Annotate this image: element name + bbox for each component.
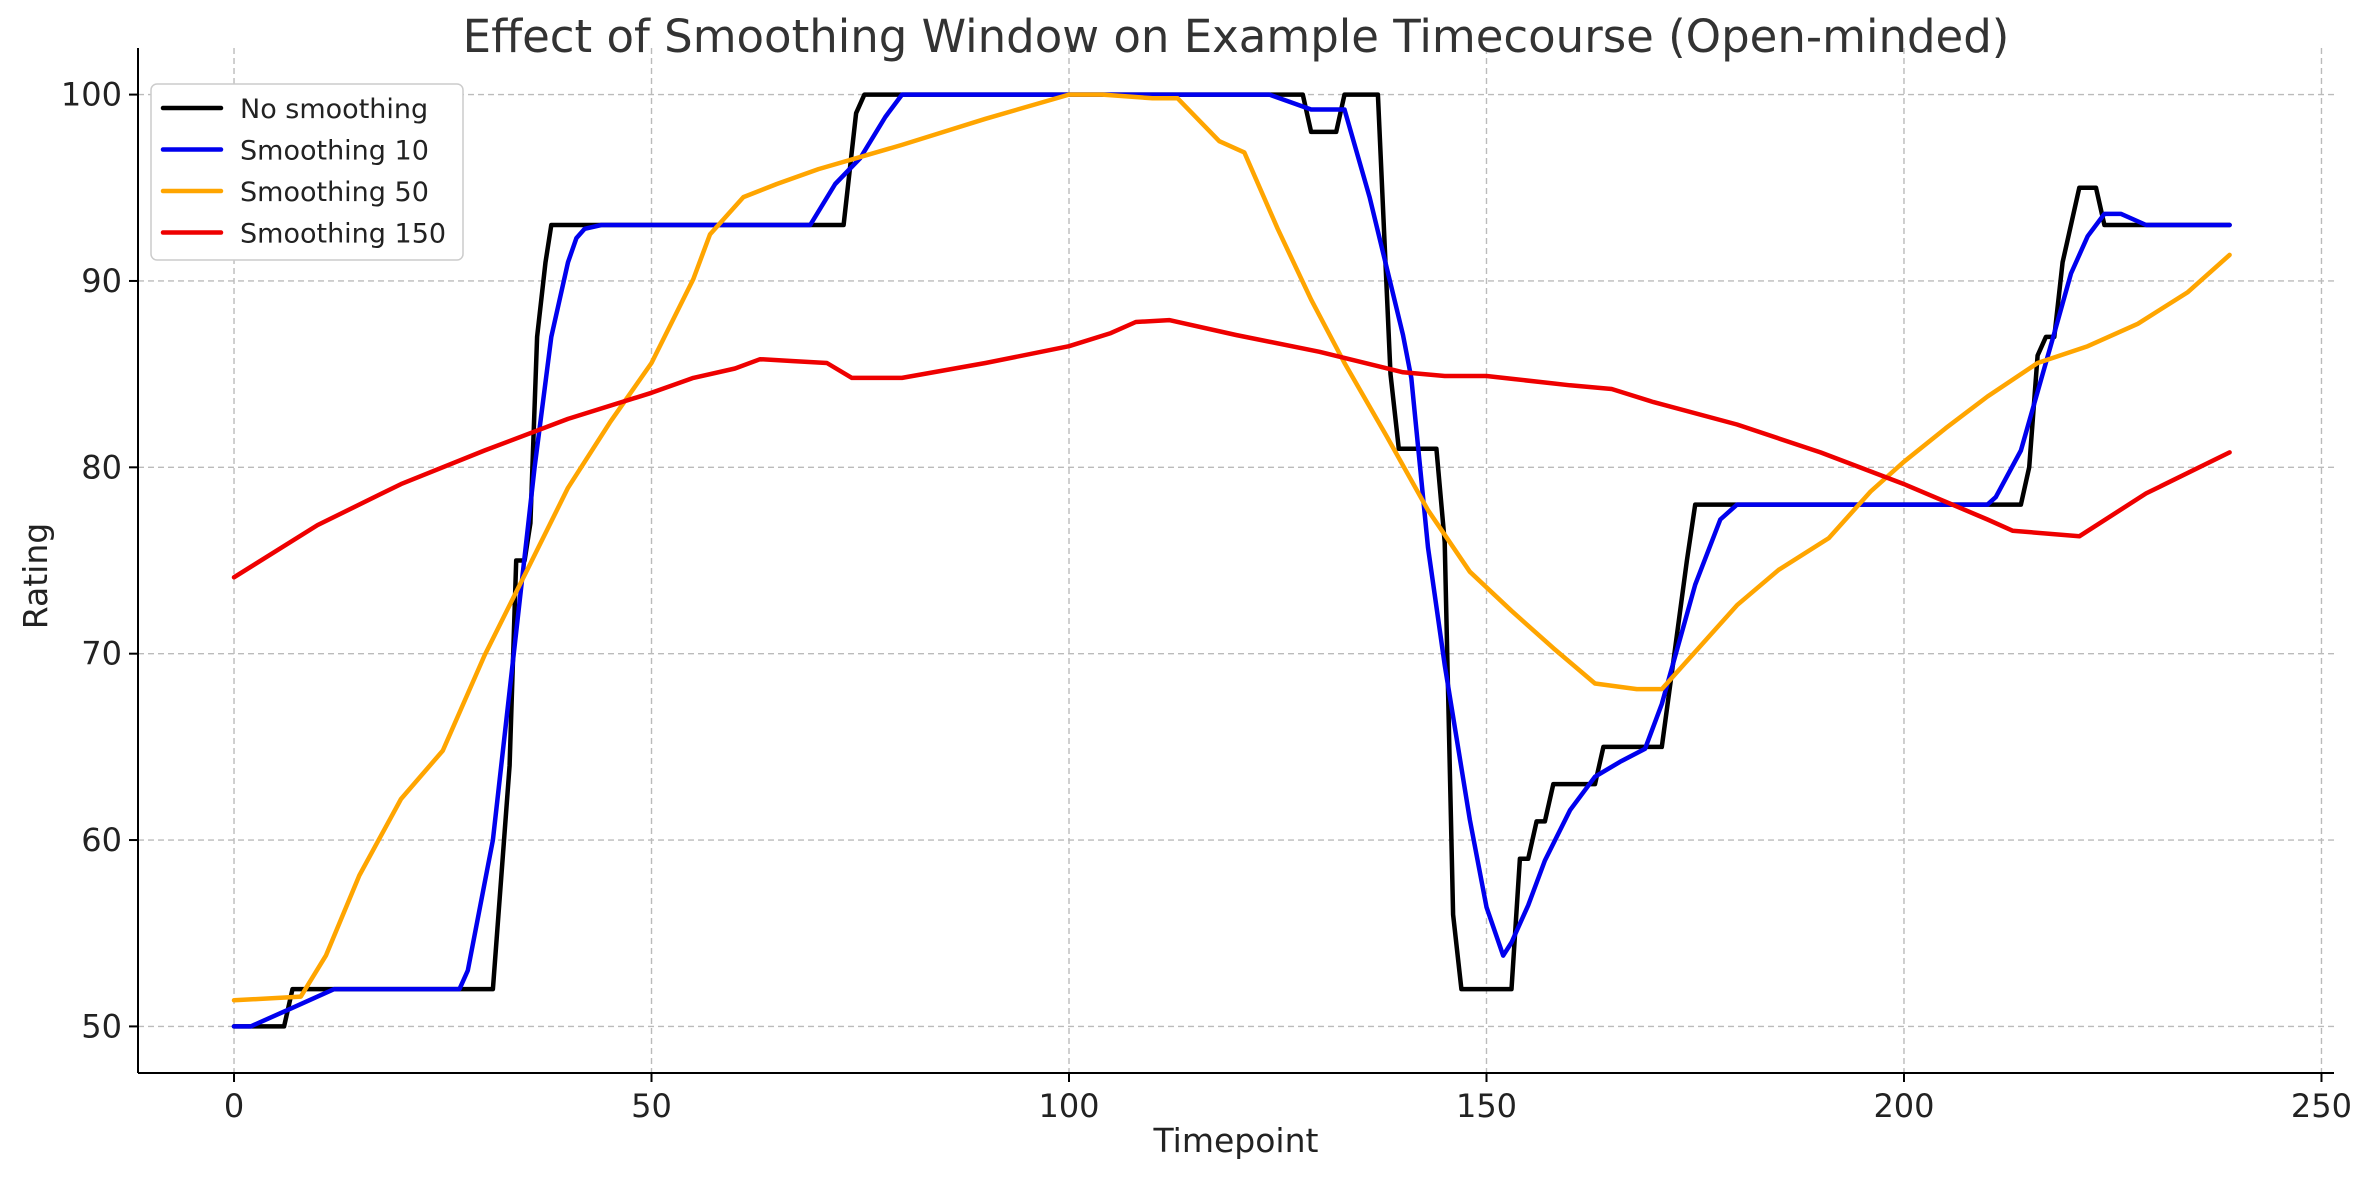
grid — [138, 48, 2334, 1073]
series-lines — [231, 92, 2232, 1029]
series-line-smoothing-150 — [231, 317, 2232, 580]
ticks: 0 50 100 150 200 250 50 60 70 80 90 100 — [61, 76, 2352, 1125]
legend-label-smoothing-150: Smoothing 150 — [240, 219, 446, 250]
x-tick-label: 250 — [2291, 1087, 2352, 1125]
legend-label-no-smoothing: No smoothing — [240, 94, 428, 125]
axes — [137, 48, 2334, 1074]
legend-box — [150, 83, 464, 261]
x-tick-label: 100 — [1038, 1087, 1099, 1125]
x-tick-label: 50 — [631, 1087, 672, 1125]
y-tick-label: 60 — [81, 821, 122, 859]
x-tick-label: 0 — [224, 1087, 244, 1125]
legend-label-smoothing-50: Smoothing 50 — [240, 177, 429, 208]
series-line-no-smoothing — [231, 92, 2232, 1029]
legend: No smoothing Smoothing 10 Smoothing 50 Smoo… — [150, 83, 464, 261]
chart-title: Effect of Smoothing Window on Example Ti… — [463, 10, 2010, 63]
y-tick-label: 90 — [81, 262, 122, 300]
series-line-smoothing-10 — [231, 92, 2232, 1029]
y-tick-label: 50 — [81, 1007, 122, 1045]
y-tick-label: 100 — [61, 76, 122, 114]
y-tick-label: 70 — [81, 635, 122, 673]
y-axis-label: Rating — [16, 523, 55, 629]
x-axis-label: Timepoint — [1153, 1121, 1319, 1160]
x-tick-label: 150 — [1456, 1087, 1517, 1125]
legend-label-smoothing-10: Smoothing 10 — [240, 136, 429, 167]
x-tick-label: 200 — [1873, 1087, 1934, 1125]
series-line-smoothing-50 — [231, 92, 2232, 1003]
y-tick-label: 80 — [81, 448, 122, 486]
